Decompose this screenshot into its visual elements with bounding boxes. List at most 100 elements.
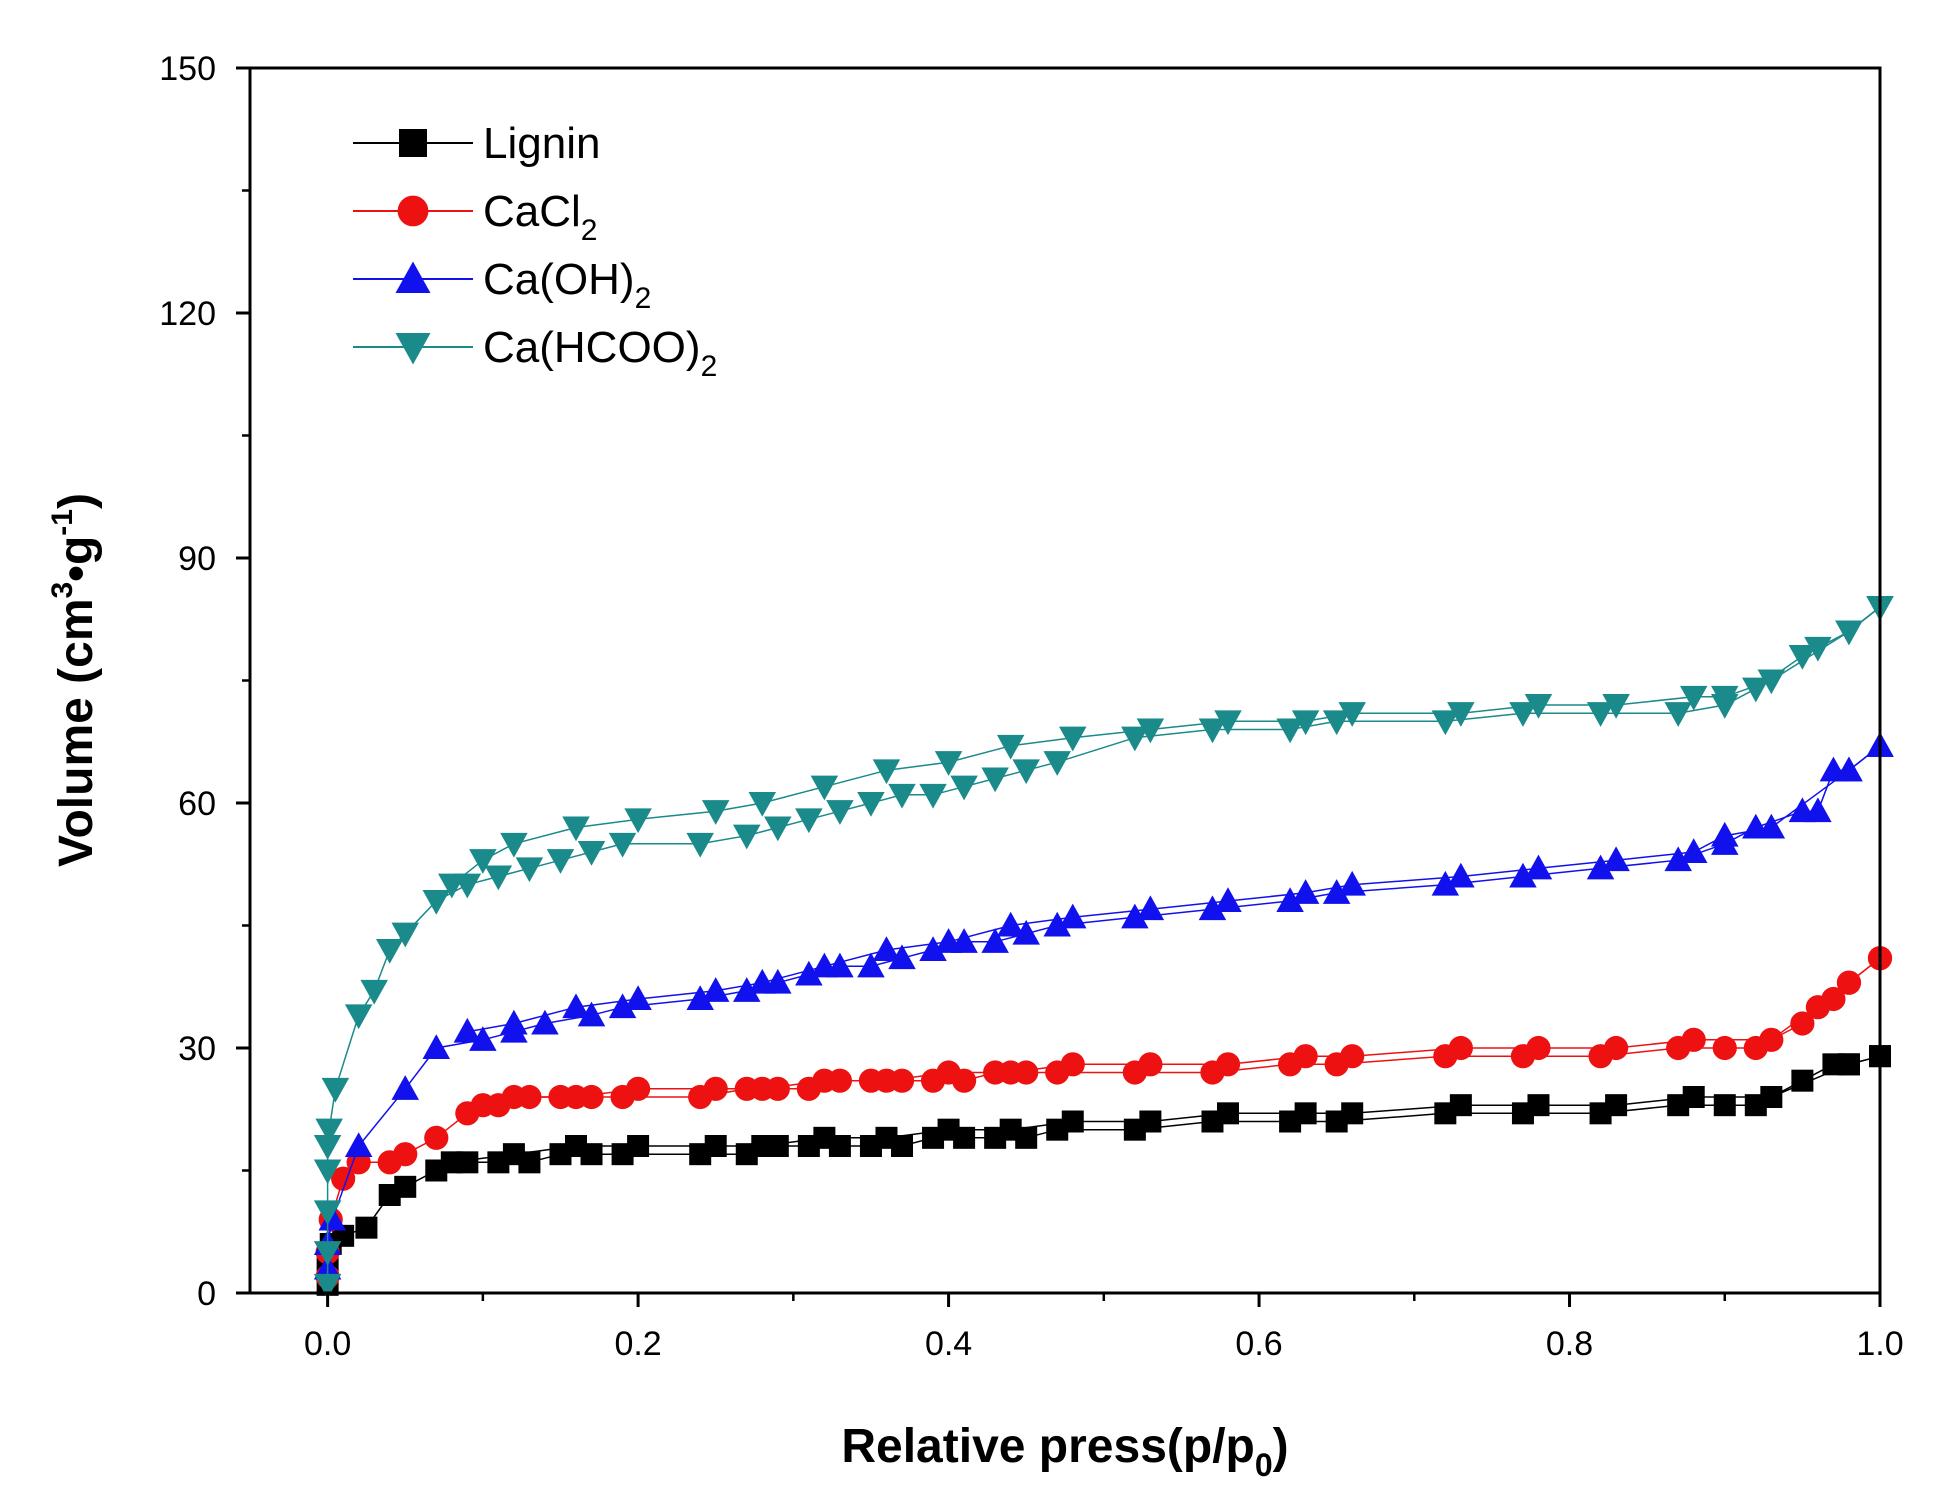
data-point bbox=[470, 1093, 495, 1118]
data-point bbox=[750, 1076, 775, 1101]
data-point bbox=[355, 1216, 378, 1239]
data-point bbox=[313, 1135, 342, 1160]
data-point bbox=[422, 890, 451, 915]
data-point bbox=[422, 1034, 451, 1059]
data-point bbox=[936, 1060, 961, 1085]
data-point bbox=[1509, 862, 1537, 888]
data-point bbox=[1059, 903, 1087, 929]
data-point bbox=[469, 849, 497, 874]
data-point bbox=[313, 1273, 342, 1299]
data-point bbox=[1448, 1035, 1473, 1061]
legend-label: CaCl2 bbox=[483, 187, 597, 247]
data-point bbox=[531, 1009, 559, 1035]
data-point bbox=[950, 775, 978, 801]
data-point bbox=[318, 1205, 347, 1231]
data-point bbox=[1138, 1052, 1163, 1077]
data-point bbox=[1447, 702, 1475, 727]
data-point bbox=[1790, 1011, 1815, 1036]
data-point bbox=[500, 832, 528, 858]
data-point bbox=[562, 816, 590, 842]
data-point bbox=[453, 1017, 482, 1043]
data-point bbox=[1198, 718, 1227, 744]
data-point bbox=[391, 922, 419, 948]
data-point bbox=[1431, 870, 1460, 896]
data-point bbox=[546, 849, 575, 874]
data-point bbox=[1447, 862, 1475, 888]
data-point bbox=[704, 1135, 727, 1157]
data-point bbox=[857, 952, 885, 978]
data-point bbox=[1602, 846, 1630, 872]
data-point bbox=[1215, 1052, 1241, 1077]
data-point bbox=[500, 1009, 528, 1035]
data-point bbox=[344, 1132, 373, 1157]
data-point bbox=[627, 1135, 650, 1157]
y-tick-label: 150 bbox=[159, 50, 216, 88]
data-point bbox=[701, 800, 730, 825]
data-point bbox=[1836, 970, 1862, 995]
data-point bbox=[937, 1118, 960, 1141]
data-point bbox=[608, 993, 637, 1019]
data-point bbox=[1214, 887, 1242, 912]
data-point bbox=[748, 968, 777, 994]
data-point bbox=[1602, 694, 1630, 719]
data-point bbox=[1712, 1035, 1737, 1061]
legend-marker bbox=[399, 129, 427, 157]
series-line-desorption bbox=[482, 957, 1881, 1106]
data-point bbox=[624, 808, 652, 834]
y-axis-title: Volume (cm3•g-1) bbox=[46, 493, 103, 867]
data-point bbox=[1679, 838, 1708, 863]
data-point bbox=[440, 1151, 463, 1174]
data-point bbox=[857, 792, 885, 817]
data-point bbox=[1043, 911, 1071, 937]
data-point bbox=[875, 1126, 898, 1149]
data-point bbox=[1012, 759, 1040, 785]
legend-item: Ca(HCOO)2 bbox=[353, 323, 717, 383]
y-tick-label: 120 bbox=[159, 295, 216, 333]
data-point bbox=[1291, 879, 1320, 904]
data-point bbox=[812, 1068, 837, 1093]
data-point bbox=[919, 783, 947, 809]
data-point bbox=[313, 1159, 342, 1185]
data-point bbox=[686, 832, 714, 858]
data-point bbox=[703, 1076, 728, 1101]
data-point bbox=[934, 751, 963, 776]
legend-label: Ca(OH)2 bbox=[483, 255, 651, 315]
legend-marker bbox=[397, 195, 429, 227]
data-point bbox=[733, 977, 761, 1002]
data-point bbox=[624, 985, 652, 1010]
data-point bbox=[1711, 821, 1739, 847]
data-point bbox=[313, 1200, 342, 1226]
legend-label: Ca(HCOO)2 bbox=[483, 323, 717, 383]
data-point bbox=[1711, 685, 1739, 711]
data-point bbox=[1788, 645, 1817, 670]
data-point bbox=[1605, 1094, 1628, 1117]
data-point bbox=[1757, 813, 1786, 839]
y-tick-label: 90 bbox=[178, 540, 216, 578]
data-point bbox=[501, 1084, 527, 1110]
series-line-adsorption bbox=[326, 745, 1881, 1269]
data-point bbox=[1679, 685, 1708, 711]
series-ca-oh-2 bbox=[313, 732, 1894, 1280]
data-point bbox=[1276, 887, 1304, 912]
data-point bbox=[1322, 710, 1351, 736]
data-point bbox=[1217, 1102, 1239, 1125]
data-point bbox=[919, 936, 947, 961]
data-point bbox=[1293, 1044, 1318, 1069]
data-point bbox=[321, 1077, 350, 1103]
data-point bbox=[1121, 903, 1149, 929]
data-point bbox=[872, 759, 901, 785]
data-point bbox=[1059, 726, 1087, 752]
data-point bbox=[375, 939, 404, 964]
legend: Lignin CaCl2 Ca(OH)2 Ca(HCOO)2 bbox=[353, 119, 717, 383]
data-point bbox=[1804, 636, 1832, 662]
data-point bbox=[874, 1068, 899, 1093]
data-point bbox=[391, 1075, 419, 1100]
series-layer bbox=[313, 596, 1894, 1299]
data-point bbox=[1681, 1027, 1706, 1052]
legend-marker bbox=[395, 333, 431, 365]
data-point bbox=[515, 857, 544, 883]
data-point bbox=[394, 1175, 417, 1198]
data-point bbox=[424, 1125, 449, 1150]
data-point bbox=[562, 993, 590, 1019]
